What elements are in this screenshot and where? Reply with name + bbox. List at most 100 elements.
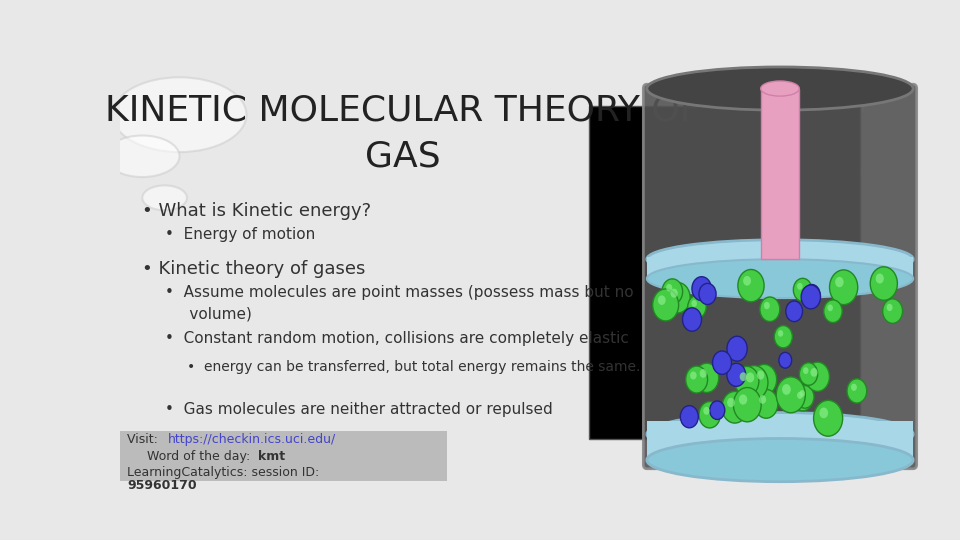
Circle shape [797,392,803,399]
Circle shape [796,386,814,408]
Ellipse shape [647,67,913,110]
Circle shape [882,299,902,323]
Circle shape [704,407,709,415]
Circle shape [727,398,734,407]
Circle shape [756,370,764,380]
Text: • Kinetic theory of gases: • Kinetic theory of gases [142,260,366,278]
Text: •  Gas molecules are neither attracted or repulsed: • Gas molecules are neither attracted or… [165,402,552,416]
Circle shape [847,379,867,403]
Text: 95960170: 95960170 [128,478,197,491]
FancyBboxPatch shape [643,84,917,469]
Circle shape [740,366,768,400]
Bar [760,89,800,259]
Circle shape [699,284,716,305]
Text: Visit:: Visit: [128,433,162,446]
Circle shape [835,277,844,287]
Circle shape [753,393,797,418]
Circle shape [712,351,732,374]
Ellipse shape [647,438,913,482]
Circle shape [851,383,857,391]
Text: KINETIC MOLECULAR THEORY OF: KINETIC MOLECULAR THEORY OF [105,94,701,128]
Circle shape [666,284,672,292]
Circle shape [733,388,761,422]
Circle shape [804,285,820,305]
Circle shape [767,69,872,127]
Circle shape [800,390,804,397]
Circle shape [653,289,679,321]
Circle shape [782,384,791,395]
Circle shape [793,387,812,411]
Circle shape [824,300,842,322]
Circle shape [700,369,707,378]
Circle shape [810,368,818,377]
Circle shape [775,410,850,451]
Circle shape [820,408,828,418]
Circle shape [681,406,698,428]
Text: GAS: GAS [365,140,441,174]
Circle shape [690,372,697,380]
Circle shape [775,326,792,348]
Circle shape [828,305,833,311]
Bar [588,106,860,439]
Circle shape [823,387,860,408]
Ellipse shape [647,259,913,298]
Circle shape [691,300,697,307]
Circle shape [805,362,829,392]
Circle shape [739,394,747,404]
Circle shape [733,437,771,458]
Circle shape [665,282,690,313]
Circle shape [819,160,864,185]
Circle shape [699,402,720,428]
Circle shape [738,269,764,302]
Circle shape [803,367,808,374]
Circle shape [779,352,792,368]
Text: •  energy can be transferred, but total energy remains the same.: • energy can be transferred, but total e… [187,360,640,374]
Text: •  Assume molecules are point masses (possess mass but no
     volume): • Assume molecules are point masses (pos… [165,285,634,321]
Text: kmt: kmt [257,450,285,463]
Circle shape [800,363,818,386]
Circle shape [692,276,711,301]
Circle shape [734,366,758,396]
Circle shape [797,283,803,290]
Circle shape [727,336,747,361]
Circle shape [764,302,770,309]
Circle shape [687,295,707,318]
Circle shape [887,304,893,311]
Circle shape [753,123,812,156]
Circle shape [746,373,755,382]
Bar [120,431,447,481]
Circle shape [658,295,665,305]
Ellipse shape [647,240,913,279]
Circle shape [793,278,812,301]
Ellipse shape [760,81,800,96]
Circle shape [755,389,778,418]
Circle shape [778,330,783,337]
Circle shape [870,267,898,300]
Circle shape [777,377,805,413]
Circle shape [759,395,766,404]
Circle shape [829,270,857,305]
Circle shape [752,364,777,395]
Circle shape [739,372,747,381]
Circle shape [727,363,746,387]
Text: •  Energy of motion: • Energy of motion [165,227,315,242]
Circle shape [685,366,708,393]
Circle shape [105,136,180,177]
Circle shape [670,288,678,298]
Circle shape [142,185,187,210]
Bar [647,421,913,464]
Circle shape [112,77,247,152]
Text: •  Constant random motion, collisions are completely elastic: • Constant random motion, collisions are… [165,331,629,346]
Circle shape [802,285,821,309]
Circle shape [662,279,683,304]
Circle shape [786,301,803,322]
Circle shape [722,392,748,423]
Circle shape [876,273,884,284]
Text: Word of the day:: Word of the day: [128,450,254,463]
Circle shape [709,401,725,420]
Text: • What is Kinetic energy?: • What is Kinetic energy? [142,202,372,220]
Circle shape [683,308,702,331]
Circle shape [695,363,719,393]
Text: LearningCatalytics: session ID:: LearningCatalytics: session ID: [128,466,320,479]
Text: https://checkin.ics.uci.edu/: https://checkin.ics.uci.edu/ [168,433,337,446]
